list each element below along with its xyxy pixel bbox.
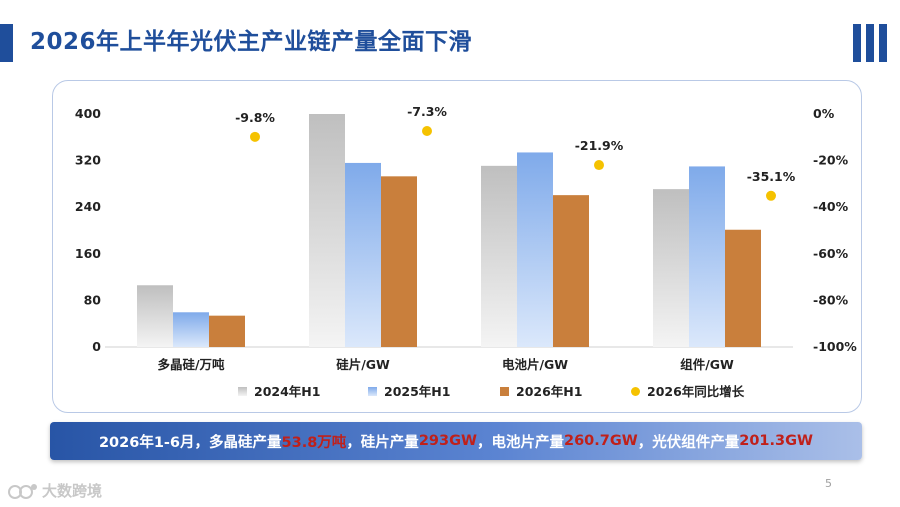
yoy-dot <box>250 131 260 142</box>
legend-swatch <box>368 387 377 396</box>
summary-highlight-value: 260.7GW <box>563 433 638 449</box>
summary-banner: 2026年1-6月，多晶硅产量 53.8万吨 ，硅片产量 293GW ，电池片产量 260… <box>50 422 862 460</box>
decorative-bar <box>879 24 887 62</box>
y-left-tick-label: 400 <box>75 106 101 121</box>
legend-swatch <box>500 387 509 396</box>
bar-1-2 <box>481 165 517 347</box>
y-right-tick-label: 0% <box>813 106 835 121</box>
bar-2-2 <box>517 152 553 347</box>
y-left-tick-label: 240 <box>75 199 101 214</box>
yoy-data-label: -9.8% <box>235 110 275 125</box>
bar-1-3 <box>653 189 689 347</box>
bar-2-0 <box>173 312 209 347</box>
y-right-tick-label: -60% <box>813 246 849 261</box>
bar-3-3 <box>725 229 761 347</box>
title-accent-bar <box>0 24 13 62</box>
yoy-data-label: -7.3% <box>407 104 447 119</box>
page-number: 5 <box>825 477 832 490</box>
yoy-dot <box>766 190 776 201</box>
page-title: 2026年上半年光伏主产业链产量全面下滑 <box>30 29 473 55</box>
y-left-tick-label: 320 <box>75 153 101 168</box>
y-left-tick-label: 80 <box>84 292 102 307</box>
legend-label: 2025年H1 <box>384 384 450 399</box>
chart-card: 0 80 160 240 320 400 -100% -80% -60% -40% -20% 0% 多晶… <box>52 80 862 413</box>
x-category-label: 组件/GW <box>680 357 734 372</box>
decorative-bar <box>853 24 861 62</box>
decorative-bar <box>866 24 874 62</box>
legend-label: 2024年H1 <box>254 384 320 399</box>
y-left-tick-label: 160 <box>75 246 101 261</box>
y-right-tick-label: -40% <box>813 199 849 214</box>
y-right-tick-label: -20% <box>813 153 849 168</box>
bar-1-1 <box>309 114 345 347</box>
y-right-tick-label: -100% <box>813 339 857 354</box>
yoy-dot <box>594 160 604 171</box>
bar-3-1 <box>381 176 417 347</box>
summary-text: ，光伏组件产量 <box>637 434 740 451</box>
bar-3-2 <box>553 195 589 347</box>
y-left-tick-label: 0 <box>92 339 101 354</box>
watermark-text: 大数跨境 <box>42 482 103 500</box>
bar-2-3 <box>689 166 725 347</box>
decorative-bars <box>853 24 887 62</box>
bar-3-0 <box>209 315 245 347</box>
production-chart: 0 80 160 240 320 400 -100% -80% -60% -40% -20% 0% 多晶… <box>75 104 857 399</box>
summary-highlight-value: 201.3GW <box>739 433 814 449</box>
legend-swatch <box>631 387 640 396</box>
watermark-logo-icon <box>8 483 37 499</box>
summary-text: 2026年1-6月，多晶硅产量 <box>98 434 282 451</box>
x-category-label: 电池片/GW <box>502 357 568 372</box>
y-right-tick-label: -80% <box>813 292 849 307</box>
summary-text: ，硅片产量 <box>346 434 419 451</box>
summary-highlight-value: 293GW <box>418 433 477 449</box>
legend-swatch <box>238 387 247 396</box>
summary-highlight-value: 53.8万吨 <box>281 434 347 451</box>
yoy-dot <box>422 126 432 137</box>
x-category-label: 硅片/GW <box>336 357 390 372</box>
yoy-data-label: -35.1% <box>747 169 796 184</box>
summary-text: ，电池片产量 <box>476 434 564 451</box>
legend-label: 2026年H1 <box>516 384 582 399</box>
bar-2-1 <box>345 162 381 347</box>
watermark: 大数跨境 <box>8 480 102 501</box>
yoy-data-label: -21.9% <box>575 138 624 153</box>
x-category-label: 多晶硅/万吨 <box>157 357 225 372</box>
legend-label: 2026年同比增长 <box>647 384 745 399</box>
bar-1-0 <box>137 285 173 347</box>
